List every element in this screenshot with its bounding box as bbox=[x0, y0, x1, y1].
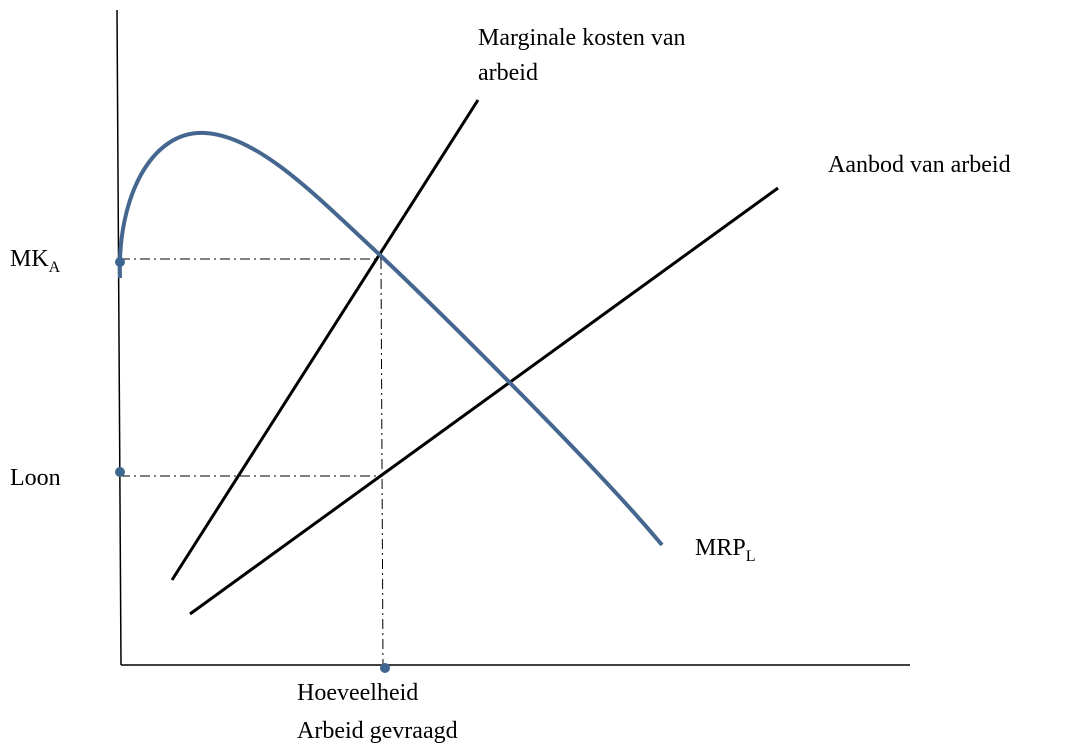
mrp-sub: L bbox=[746, 548, 756, 565]
mrp-curve bbox=[117, 130, 664, 547]
wage-point bbox=[115, 467, 125, 477]
supply-label: Aanbod van arbeid bbox=[828, 152, 1011, 178]
supply-line bbox=[189, 186, 779, 616]
mk-sub: A bbox=[49, 259, 61, 276]
quantity-guide bbox=[380, 258, 384, 669]
mk-label: MKA bbox=[10, 246, 61, 276]
y-axis bbox=[116, 9, 122, 666]
wage-label: Loon bbox=[10, 465, 61, 491]
quantity-label: Arbeid gevraagd bbox=[297, 718, 458, 744]
mk-curve-label: arbeid bbox=[478, 60, 538, 86]
mrp-label: MRPL bbox=[695, 535, 755, 565]
mk-text: MK bbox=[10, 246, 49, 272]
mk-point bbox=[115, 257, 125, 267]
quantity-point bbox=[380, 663, 390, 673]
mrp-text: MRP bbox=[695, 535, 746, 561]
marginal-cost-line bbox=[170, 99, 480, 581]
quantity-label: Hoeveelheid bbox=[297, 680, 418, 706]
mk-curve-label: Marginale kosten van bbox=[478, 25, 686, 51]
